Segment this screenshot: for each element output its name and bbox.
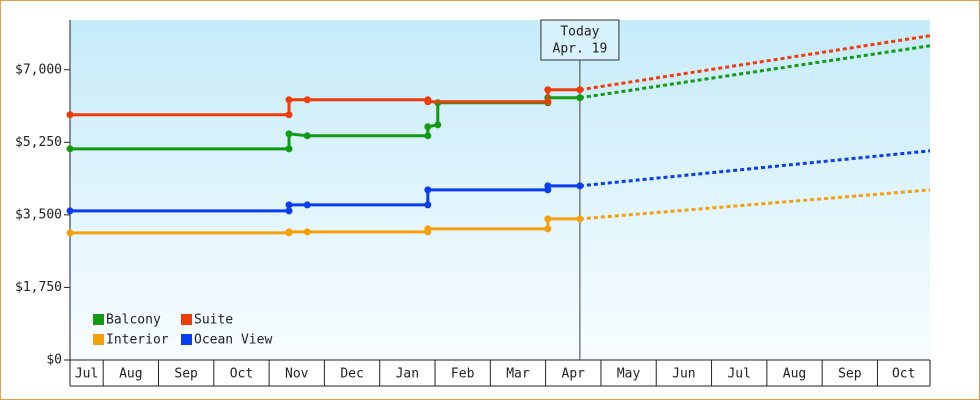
point: [66, 145, 74, 153]
x-tick-label: Jul: [727, 367, 750, 382]
point: [576, 86, 584, 94]
point: [424, 132, 432, 140]
point: [576, 215, 584, 223]
point: [424, 98, 432, 106]
projection-line: [579, 149, 931, 188]
today-box: [540, 19, 620, 61]
legend-label: Interior: [106, 333, 169, 348]
point: [285, 111, 293, 119]
point: [285, 145, 293, 153]
x-tick-label: May: [617, 367, 641, 382]
x-tick-label: Nov: [285, 367, 309, 382]
y-tick-label: $7,000: [15, 62, 62, 77]
x-tick-label: Mar: [506, 367, 530, 382]
point: [66, 111, 74, 119]
x-tick-label: Sep: [838, 367, 862, 382]
point: [303, 132, 311, 140]
point: [576, 182, 584, 190]
projection-line: [579, 34, 931, 92]
point: [544, 225, 552, 233]
legend-swatch: [181, 314, 192, 325]
point: [303, 96, 311, 104]
legend-swatch: [93, 334, 104, 345]
x-tick-label: Oct: [892, 367, 915, 382]
y-tick-label: $3,500: [15, 207, 62, 222]
x-tick-label: Feb: [451, 367, 475, 382]
point: [544, 86, 552, 94]
y-tick-label: $5,250: [15, 135, 62, 150]
projection-line: [579, 44, 931, 100]
point: [424, 225, 432, 233]
point: [303, 201, 311, 209]
x-tick-label: Oct: [230, 367, 253, 382]
point: [434, 121, 442, 129]
today-label: Today: [560, 25, 599, 40]
point: [66, 229, 74, 237]
point: [544, 98, 552, 106]
y-tick-label: $1,750: [15, 280, 62, 295]
legend-label: Balcony: [106, 313, 161, 328]
point: [285, 96, 293, 104]
point: [424, 201, 432, 209]
today-label: Apr. 19: [553, 42, 608, 57]
x-tick-label: Sep: [174, 367, 198, 382]
point: [285, 201, 293, 209]
point: [424, 123, 432, 131]
x-tick-label: Jan: [396, 367, 419, 382]
x-tick-label: Dec: [340, 367, 363, 382]
legend-label: Suite: [194, 313, 233, 328]
x-tick-label: Aug: [783, 367, 806, 382]
legend-label: Ocean View: [194, 333, 272, 348]
legend-swatch: [181, 334, 192, 345]
point: [544, 182, 552, 190]
x-tick-label: Aug: [119, 367, 142, 382]
point: [66, 207, 74, 215]
point: [576, 94, 584, 102]
y-tick-label: $0: [46, 353, 62, 368]
point: [303, 228, 311, 236]
point: [285, 228, 293, 236]
point: [285, 130, 293, 138]
projection-line: [579, 188, 931, 221]
point: [424, 186, 432, 194]
point: [544, 215, 552, 223]
x-tick-label: Jun: [672, 367, 695, 382]
legend-swatch: [93, 314, 104, 325]
x-tick-label: Apr: [562, 367, 586, 382]
point: [285, 207, 293, 215]
x-tick-label: Jul: [75, 367, 98, 382]
